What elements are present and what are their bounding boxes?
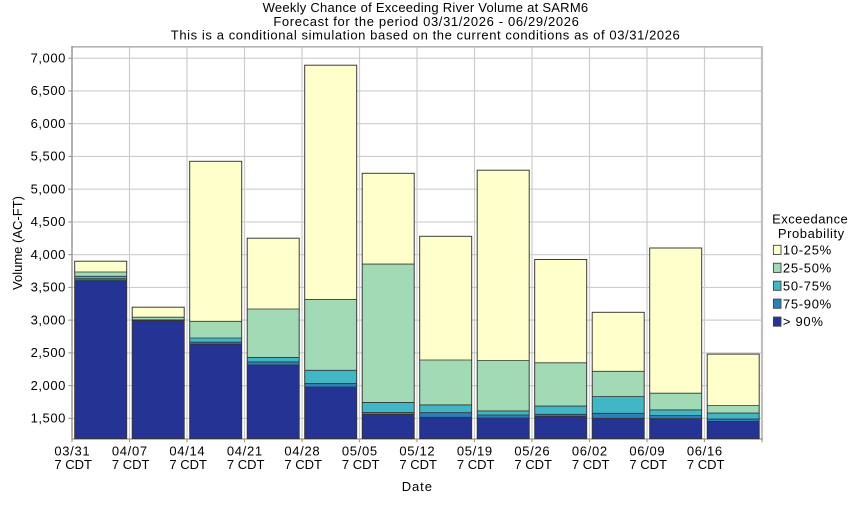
svg-text:Date: Date — [402, 479, 433, 494]
svg-text:6,500: 6,500 — [31, 83, 66, 98]
svg-text:2,000: 2,000 — [31, 378, 66, 393]
svg-text:7 CDT: 7 CDT — [687, 457, 725, 472]
svg-text:3,000: 3,000 — [31, 312, 66, 327]
svg-text:7 CDT: 7 CDT — [514, 457, 552, 472]
svg-text:7 CDT: 7 CDT — [629, 457, 667, 472]
svg-text:7 CDT: 7 CDT — [112, 457, 150, 472]
svg-text:Volume (AC-FT): Volume (AC-FT) — [10, 196, 25, 290]
svg-text:7 CDT: 7 CDT — [572, 457, 610, 472]
svg-text:1,500: 1,500 — [31, 411, 66, 426]
svg-text:50-75%: 50-75% — [783, 278, 832, 293]
svg-text:This is a conditional simulati: This is a conditional simulation based o… — [171, 27, 681, 42]
svg-text:7 CDT: 7 CDT — [342, 457, 380, 472]
svg-text:7 CDT: 7 CDT — [227, 457, 265, 472]
svg-text:4,000: 4,000 — [31, 247, 66, 262]
svg-text:25-50%: 25-50% — [783, 260, 832, 275]
svg-text:7 CDT: 7 CDT — [284, 457, 322, 472]
svg-text:6,000: 6,000 — [31, 116, 66, 131]
svg-text:5,500: 5,500 — [31, 149, 66, 164]
svg-text:Probability: Probability — [778, 226, 845, 241]
svg-text:7 CDT: 7 CDT — [399, 457, 437, 472]
svg-text:10-25%: 10-25% — [783, 243, 832, 258]
svg-text:Exceedance: Exceedance — [772, 212, 848, 227]
svg-text:7 CDT: 7 CDT — [457, 457, 495, 472]
svg-text:> 90%: > 90% — [783, 314, 824, 329]
svg-text:4,500: 4,500 — [31, 214, 66, 229]
svg-text:75-90%: 75-90% — [783, 296, 832, 311]
svg-text:2,500: 2,500 — [31, 345, 66, 360]
svg-text:7 CDT: 7 CDT — [169, 457, 207, 472]
svg-text:3,500: 3,500 — [31, 280, 66, 295]
svg-text:5,000: 5,000 — [31, 181, 66, 196]
svg-text:Weekly Chance of Exceeding Riv: Weekly Chance of Exceeding River Volume … — [263, 0, 589, 15]
svg-text:7 CDT: 7 CDT — [54, 457, 92, 472]
svg-text:7,000: 7,000 — [31, 50, 66, 65]
